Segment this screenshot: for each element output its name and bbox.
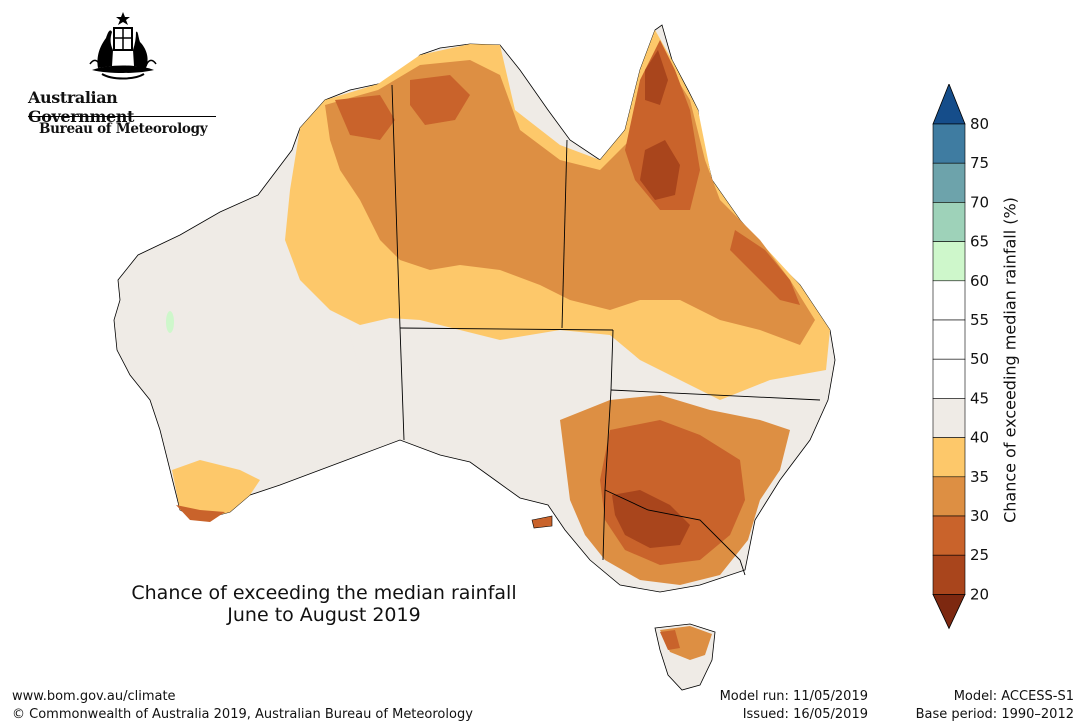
legend-colorbar: 20 25 30 35 40 45 50 55 60 65 70 75 80 xyxy=(932,84,989,630)
map-title: Chance of exceeding the median rainfall … xyxy=(80,582,568,626)
legend-tick-label: 20 xyxy=(970,585,989,603)
copyright-text: © Commonwealth of Australia 2019, Austra… xyxy=(12,707,473,722)
legend-bin-75-80 xyxy=(932,123,966,164)
legend-bin-35-40 xyxy=(932,437,966,478)
coat-of-arms-icon xyxy=(89,12,157,80)
footer-left: www.bom.gov.au/climate © Commonwealth of… xyxy=(12,688,473,724)
rain-zone-35-40-southwest xyxy=(172,460,260,520)
map-title-line1: Chance of exceeding the median rainfall xyxy=(131,582,517,604)
rain-zone-tasmania-west xyxy=(660,630,680,650)
legend-bin-20-25 xyxy=(932,554,966,595)
footer-middle: Model run: 11/05/2019 Issued: 16/05/2019 xyxy=(690,688,868,724)
base-period-text: Base period: 1990–2012 xyxy=(915,707,1074,722)
legend-tick-label: 55 xyxy=(970,311,989,329)
legend-bin-25-30 xyxy=(932,515,966,556)
legend-tick-label: 30 xyxy=(970,507,989,525)
australia-rainfall-map xyxy=(113,24,836,691)
legend-bin-45-50 xyxy=(932,358,966,399)
legend-bin-50-55 xyxy=(932,319,966,360)
legend-bin-65-70 xyxy=(932,202,966,242)
legend-bin-60-65 xyxy=(932,241,966,282)
map-title-line2: June to August 2019 xyxy=(227,604,421,626)
legend-tick-label: 50 xyxy=(970,350,989,368)
website-link[interactable]: www.bom.gov.au/climate xyxy=(12,689,176,704)
rain-zone-20-25-victoria xyxy=(612,490,690,548)
rain-zone-60-65-speck xyxy=(166,311,174,333)
state-borders xyxy=(391,84,821,576)
rain-zone-25-30-southwest-tip xyxy=(176,505,225,522)
legend-above-arrow xyxy=(932,84,966,125)
footer-right: Model: ACCESS-S1 Base period: 1990–2012 xyxy=(880,688,1074,724)
legend-bin-40-45 xyxy=(932,398,966,438)
legend-bin-30-35 xyxy=(932,476,966,517)
legend-tick-label: 45 xyxy=(970,389,989,407)
issued-text: Issued: 16/05/2019 xyxy=(742,707,868,722)
model-text: Model: ACCESS-S1 xyxy=(953,689,1074,704)
legend-axis-label: Chance of exceeding median rainfall (%) xyxy=(1000,197,1020,523)
legend-tick-label: 65 xyxy=(970,233,989,251)
legend-tick-label: 25 xyxy=(970,546,989,564)
legend-tick-label: 60 xyxy=(970,272,989,290)
rain-zone-25-30-kimberley xyxy=(335,95,395,140)
legend-below-arrow xyxy=(932,593,966,630)
rain-zone-25-30-arnhem xyxy=(410,75,470,125)
rain-zone-25-30-qld-coast xyxy=(730,230,800,305)
legend-tick-label: 75 xyxy=(970,154,989,172)
model-run-text: Model run: 11/05/2019 xyxy=(719,689,868,704)
rain-zone-40-45-interior xyxy=(350,330,610,400)
bom-logo: Australian Government Bureau of Meteorol… xyxy=(24,8,220,140)
legend-bin-55-60 xyxy=(932,280,966,321)
rain-zone-20-25-cape xyxy=(640,140,680,200)
legend-bin-70-75 xyxy=(932,162,966,203)
legend-tick-label: 70 xyxy=(970,193,989,211)
legend-tick-label: 40 xyxy=(970,429,989,447)
legend-tick-label: 35 xyxy=(970,468,989,486)
rain-zone-20-25-cape-north xyxy=(645,50,668,105)
legend-tick-label: 80 xyxy=(970,115,989,133)
bureau-label: Bureau of Meteorology xyxy=(39,121,208,137)
kangaroo-island xyxy=(531,515,553,529)
logo-divider xyxy=(28,116,216,117)
